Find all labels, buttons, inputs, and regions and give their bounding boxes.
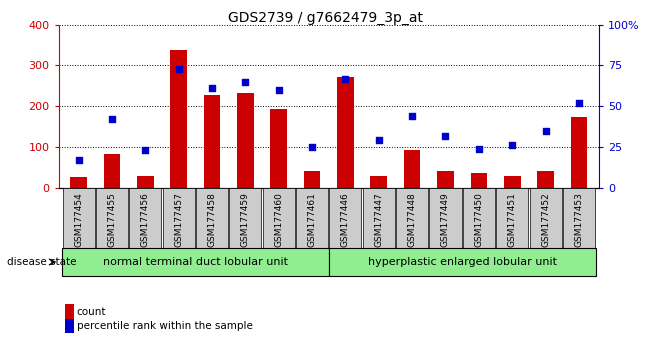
- Point: [374, 138, 384, 143]
- Bar: [471, 173, 487, 188]
- Text: GSM177451: GSM177451: [508, 193, 517, 247]
- Bar: [396, 188, 428, 248]
- Text: GSM177447: GSM177447: [374, 193, 383, 247]
- Point: [307, 144, 317, 150]
- Text: percentile rank within the sample: percentile rank within the sample: [77, 321, 253, 331]
- Bar: [437, 171, 454, 188]
- Text: GSM177458: GSM177458: [208, 193, 217, 247]
- Bar: [570, 117, 587, 188]
- Bar: [62, 188, 94, 248]
- Bar: [204, 95, 220, 188]
- Text: hyperplastic enlarged lobular unit: hyperplastic enlarged lobular unit: [368, 257, 557, 267]
- Bar: [537, 171, 554, 188]
- Text: count: count: [77, 307, 106, 316]
- Bar: [337, 77, 353, 188]
- Text: GSM177450: GSM177450: [475, 193, 483, 247]
- Point: [574, 100, 584, 106]
- Bar: [270, 109, 287, 188]
- Bar: [96, 188, 128, 248]
- Text: GSM177448: GSM177448: [408, 193, 417, 247]
- Text: disease state: disease state: [7, 257, 76, 267]
- Point: [474, 146, 484, 152]
- Bar: [70, 177, 87, 188]
- Bar: [563, 188, 595, 248]
- Bar: [137, 176, 154, 188]
- Bar: [62, 248, 329, 276]
- Bar: [196, 188, 228, 248]
- Point: [140, 147, 150, 153]
- Text: GSM177449: GSM177449: [441, 193, 450, 247]
- Point: [74, 157, 84, 163]
- Point: [273, 87, 284, 93]
- Text: GSM177452: GSM177452: [541, 193, 550, 247]
- Bar: [504, 176, 521, 188]
- Text: GSM177446: GSM177446: [341, 193, 350, 247]
- Point: [540, 128, 551, 133]
- Bar: [329, 188, 361, 248]
- Bar: [404, 150, 421, 188]
- Bar: [163, 188, 195, 248]
- Bar: [370, 176, 387, 188]
- Text: GDS2739 / g7662479_3p_at: GDS2739 / g7662479_3p_at: [228, 11, 423, 25]
- Text: GSM177453: GSM177453: [574, 193, 583, 247]
- Point: [407, 113, 417, 119]
- Bar: [130, 188, 161, 248]
- Point: [240, 79, 251, 85]
- Point: [340, 76, 351, 81]
- Text: GSM177454: GSM177454: [74, 193, 83, 247]
- Bar: [229, 188, 262, 248]
- Text: GSM177456: GSM177456: [141, 193, 150, 247]
- Bar: [263, 188, 295, 248]
- Bar: [463, 188, 495, 248]
- Text: GSM177461: GSM177461: [307, 193, 316, 247]
- Point: [207, 85, 217, 91]
- Point: [173, 66, 184, 72]
- Text: GSM177459: GSM177459: [241, 193, 250, 247]
- Bar: [171, 50, 187, 188]
- Bar: [363, 188, 395, 248]
- Point: [440, 133, 450, 138]
- Point: [107, 116, 117, 122]
- Bar: [529, 188, 562, 248]
- Bar: [329, 248, 596, 276]
- Bar: [296, 188, 328, 248]
- Text: normal terminal duct lobular unit: normal terminal duct lobular unit: [103, 257, 288, 267]
- Bar: [104, 154, 120, 188]
- Bar: [304, 171, 320, 188]
- Text: GSM177460: GSM177460: [274, 193, 283, 247]
- Bar: [496, 188, 528, 248]
- Text: GSM177457: GSM177457: [174, 193, 183, 247]
- Point: [507, 142, 518, 148]
- Bar: [430, 188, 462, 248]
- Bar: [237, 93, 254, 188]
- Text: GSM177455: GSM177455: [107, 193, 117, 247]
